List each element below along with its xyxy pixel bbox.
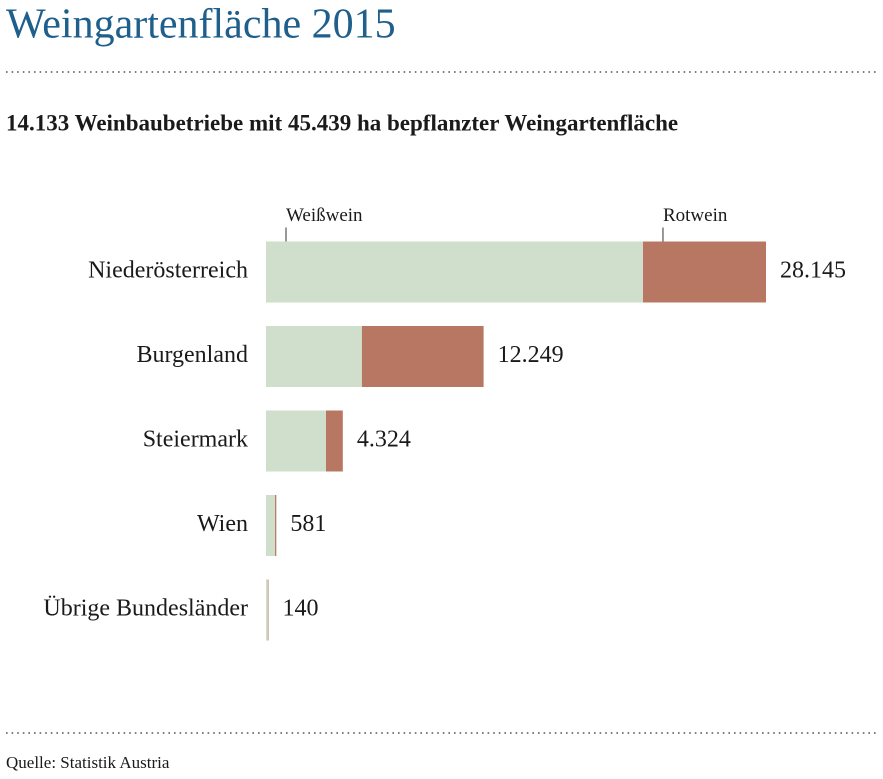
chart-subtitle: 14.133 Weinbaubetriebe mit 45.439 ha bep… bbox=[6, 110, 678, 135]
category-label: Übrige Bundesländer bbox=[43, 596, 248, 622]
bar-segment bbox=[266, 326, 362, 387]
legend-label: Rotwein bbox=[663, 205, 728, 226]
bar-segment bbox=[266, 410, 326, 472]
chart-title: Weingartenfläche 2015 bbox=[6, 2, 396, 48]
bar-segment bbox=[642, 241, 766, 303]
source: Quelle: Statistik Austria bbox=[6, 753, 170, 772]
category-label: Steiermark bbox=[143, 427, 248, 453]
category-label: Burgenland bbox=[136, 342, 248, 368]
bar-segment bbox=[266, 241, 643, 303]
legend-label: Weißwein bbox=[286, 205, 363, 226]
category-label: Wien bbox=[197, 511, 248, 537]
total-label: 140 bbox=[282, 596, 318, 622]
total-label: 4.324 bbox=[357, 427, 411, 453]
bar-segment bbox=[266, 495, 276, 556]
total-label: 581 bbox=[290, 511, 326, 537]
total-label: 12.249 bbox=[498, 342, 564, 368]
bar-segment bbox=[325, 410, 343, 472]
bar-segment bbox=[361, 326, 484, 387]
total-label: 28.145 bbox=[780, 258, 846, 284]
category-label: Niederösterreich bbox=[88, 258, 248, 284]
bar-segment bbox=[267, 579, 269, 641]
bar-segment bbox=[266, 579, 268, 641]
bar-segment bbox=[275, 495, 277, 556]
